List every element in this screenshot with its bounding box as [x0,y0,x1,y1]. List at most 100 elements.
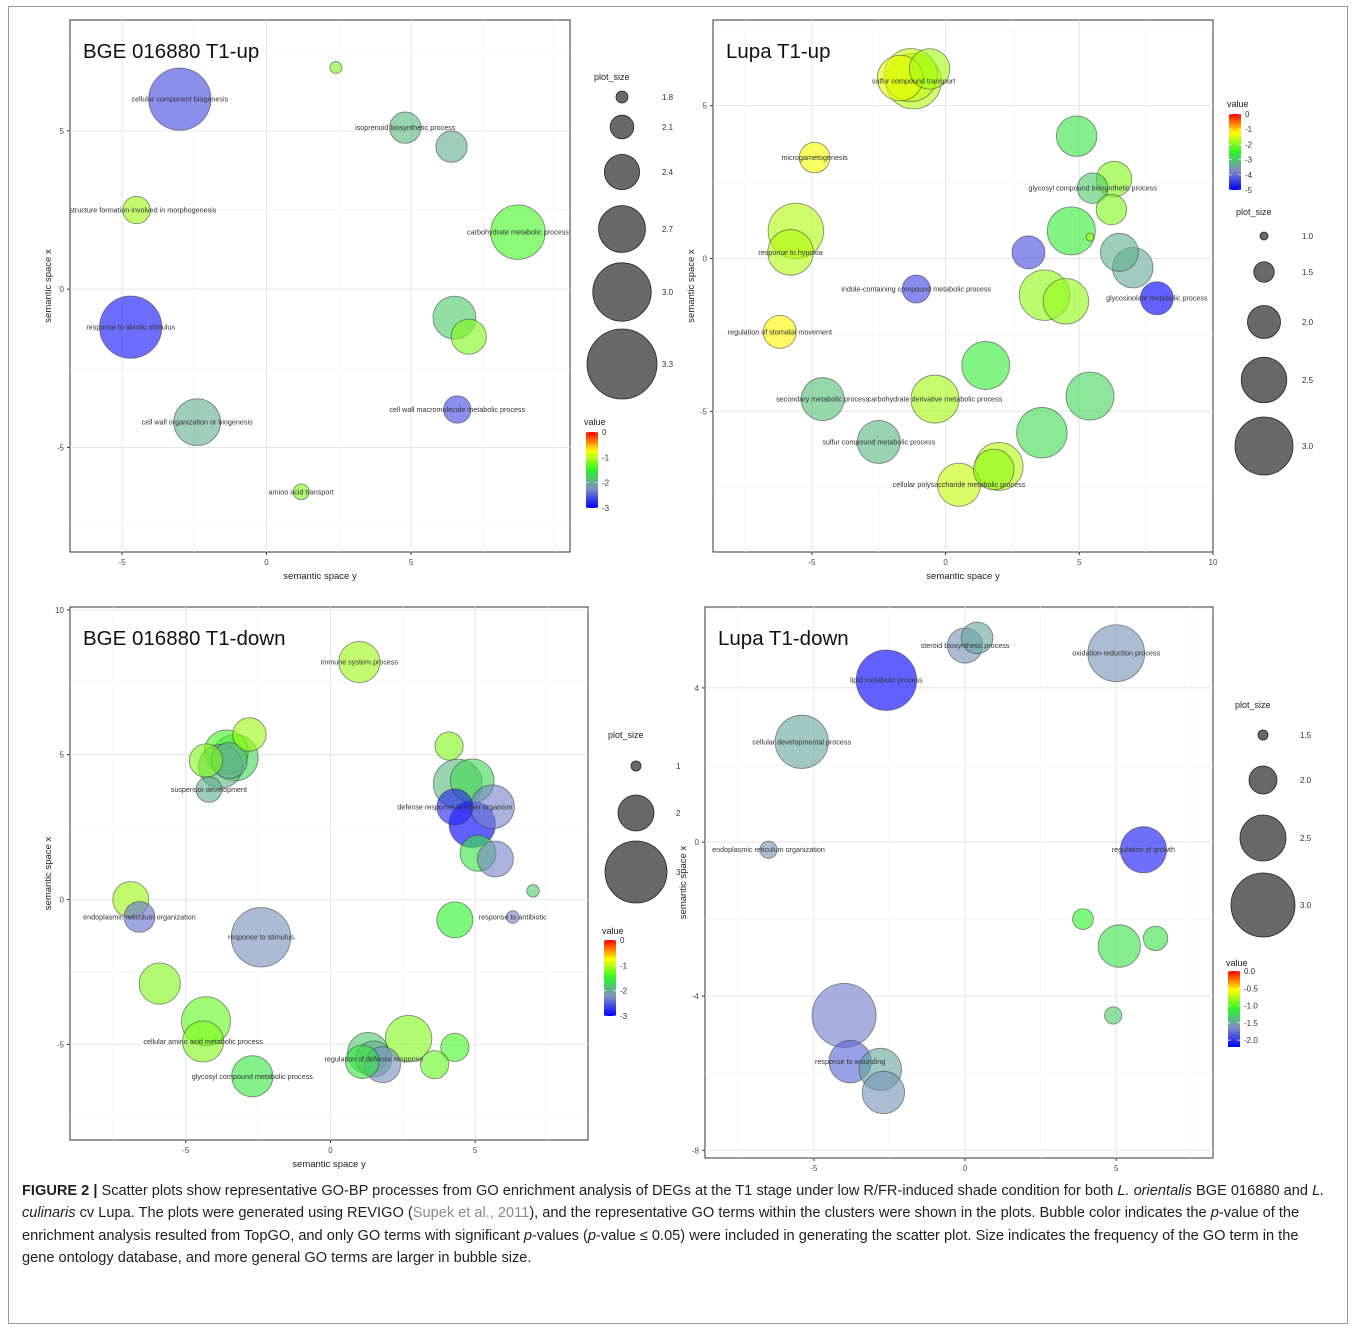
size-legend-bubble [1248,765,1278,795]
size-legend-bubble [615,90,629,104]
color-legend-label: -2 [620,987,628,996]
bubble-label: endoplasmic reticulum organization [83,912,196,921]
bubble-point [1055,115,1098,157]
x-axis-label: semantic space y [283,571,357,582]
color-legend-label: 0 [1245,110,1250,119]
y-tick-label: 0 [60,285,65,294]
citation-link[interactable]: Supek et al., 2011 [412,1205,530,1222]
bubble-point [420,1050,450,1080]
bubble-label: carbohydrate derivative metabolic proces… [868,395,1003,404]
x-tick-label: -5 [118,558,126,567]
bubble-point [188,743,224,778]
bubble-label: response to hypoxia [758,248,822,257]
bubble-point [960,621,994,655]
bubble-point [182,1020,225,1063]
color-legend-label: -1 [1245,125,1253,134]
bubble-point [762,314,797,349]
size-legend-label: 1.5 [1302,268,1314,277]
size-legend-bubble [1257,729,1269,741]
size-legend-bubble [604,153,641,190]
bubble-point [901,274,931,304]
bubble-label: cell structure formation involved in mor… [57,206,217,215]
panel-B: -5 0 5 10 -5 0 5 semantic space y semantic space… [686,19,1314,582]
bubble-label: response to stimulus [228,933,294,942]
bubble-label: response to abiotic stimulus [86,323,175,332]
x-tick-label: 5 [409,558,414,567]
color-legend-label: -2.0 [1244,1036,1258,1045]
color-legend-label: -3 [1245,156,1253,165]
bubble-point [476,840,514,878]
size-legend-bubble [630,760,642,772]
color-legend-label: -1 [620,961,628,970]
size-legend-bubble [609,114,635,140]
bubble-point [961,341,1011,390]
x-tick-label: -5 [182,1146,190,1155]
bubble-label: sulfur compound metabolic process [822,437,935,446]
bubble-label: sulfur compound transport [872,77,956,86]
bubble-label: regulation of stomatal movement [728,327,832,336]
size-legend-title: plot_size [1236,207,1272,217]
y-tick-label: -4 [692,992,700,1001]
color-legend-label: -2 [1245,140,1253,149]
bubble-point [1016,407,1068,459]
bubble-point [526,884,540,898]
bubble-point [1072,908,1094,930]
bubble-point [148,67,212,131]
bubble-point [1065,371,1115,421]
size-legend-bubble [1247,305,1281,339]
bubble-point [440,1032,470,1062]
size-legend-label: 3.3 [662,360,674,369]
y-tick-label: 0 [695,838,700,847]
color-bar [1229,114,1241,190]
bubble-point [122,195,151,225]
y-tick-label: 5 [60,751,65,760]
size-legend-label: 1.0 [1302,232,1314,241]
size-legend-label: 1.5 [1300,731,1312,740]
color-legend-title: value [1227,99,1249,109]
y-tick-label: 0 [60,896,65,905]
bubble-point [490,204,546,260]
color-legend-label: -3 [602,504,610,513]
color-legend-label: -2 [602,479,610,488]
x-tick-label: 0 [328,1146,333,1155]
size-legend-label: 3 [676,868,681,877]
y-tick-label: 10 [55,606,64,615]
bubble-label: glycosinolate metabolic process [1106,294,1208,303]
bubble-label: amino acid transport [269,487,334,496]
bubble-label: microgametogenesis [781,153,848,162]
size-legend-bubble [1234,416,1294,476]
figure-label: FIGURE 2 | [22,1183,98,1199]
size-legend-label: 2.4 [662,168,674,177]
panel-title: BGE 016880 T1-up [83,40,259,63]
size-legend-label: 1 [676,762,681,771]
bubble-point [767,229,814,276]
bubble-label: response to antibiotic [479,912,547,921]
size-legend-label: 1.8 [662,93,674,102]
bubble-label: defense response to other organism [397,802,512,811]
bubble-point [389,111,422,144]
bubble-point [230,907,292,968]
bubble-point [435,130,468,163]
size-legend-label: 3.0 [1302,442,1314,451]
bubble-point [123,901,156,933]
size-legend-bubble [604,840,668,904]
size-legend-label: 2.5 [1300,834,1312,843]
size-legend-bubble [1259,231,1269,241]
color-legend-title: value [602,926,624,936]
y-tick-label: 4 [695,684,700,693]
bubble-point [798,141,831,174]
y-tick-label: 0 [703,254,708,263]
x-tick-label: 0 [943,558,948,567]
color-bar [604,940,616,1016]
bubble-point [329,61,343,74]
x-tick-label: -5 [810,1164,818,1173]
bubble-layer: sulfur compound transport microgametogene… [728,48,1208,507]
x-tick-label: 0 [963,1164,968,1173]
size-legend-label: 2.7 [662,225,674,234]
color-legend-label: -3 [620,1012,628,1021]
bubble-point [99,295,163,359]
color-legend-label: -1.0 [1244,1002,1258,1011]
color-legend-label: -4 [1245,171,1253,180]
bubble-layer: steroid biosynthetic process oxidation-re… [712,621,1175,1115]
